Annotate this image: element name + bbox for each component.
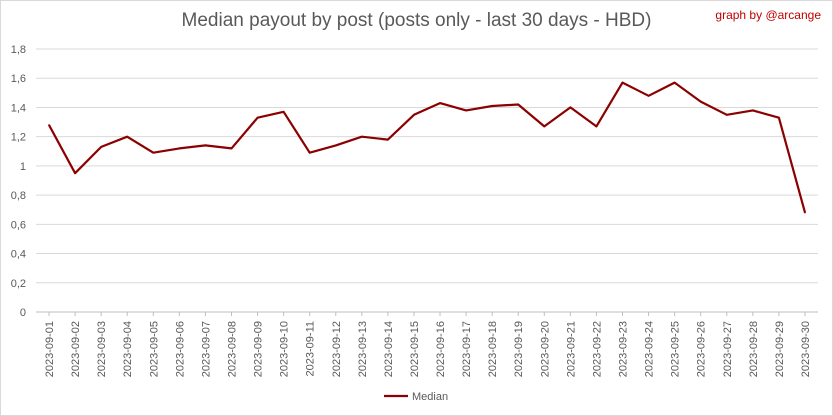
x-tick-label: 2023-09-12	[331, 321, 343, 377]
x-tick-label: 2023-09-06	[174, 321, 186, 377]
x-tick-label: 2023-09-27	[722, 321, 734, 377]
x-tick-label: 2023-09-28	[748, 321, 760, 377]
x-tick-label: 2023-09-24	[644, 321, 656, 377]
y-tick-label: 0	[20, 307, 26, 319]
data-point	[308, 151, 311, 154]
x-tick-label: 2023-09-03	[96, 321, 108, 377]
series-line-median	[48, 81, 807, 213]
x-tick-label: 2023-09-23	[618, 321, 630, 377]
data-point	[804, 211, 806, 214]
x-tick-label: 2023-09-01	[44, 321, 56, 377]
y-tick-label: 0,6	[11, 219, 26, 231]
y-tick-label: 1	[20, 161, 26, 173]
data-point	[256, 116, 259, 119]
x-tick-label: 2023-09-08	[227, 321, 239, 377]
data-point	[361, 135, 363, 138]
data-point	[230, 147, 233, 150]
y-tick-label: 1,6	[11, 73, 26, 85]
chart-title: Median payout by post (posts only - last…	[181, 10, 652, 31]
data-point	[673, 81, 676, 84]
data-point	[282, 111, 285, 113]
series-layer	[48, 81, 807, 214]
data-point	[569, 106, 572, 109]
data-point	[74, 172, 76, 174]
x-tick-label: 2023-09-15	[409, 321, 421, 377]
x-tick-label: 2023-09-13	[357, 321, 369, 377]
data-point	[100, 146, 102, 148]
x-tick-label: 2023-09-04	[122, 321, 134, 377]
x-tick-label: 2023-09-11	[305, 321, 317, 376]
data-point	[491, 105, 493, 107]
x-tick-label: 2023-09-30	[800, 321, 812, 377]
x-tick-label: 2023-09-10	[279, 321, 291, 377]
x-tick-label: 2023-09-17	[461, 321, 473, 377]
x-axis-ticks: 2023-09-01 2023-09-02 2023-09-03 2023-09-04…	[44, 312, 812, 377]
x-tick-label: 2023-09-07	[200, 321, 212, 377]
x-tick-label: 2023-09-02	[70, 321, 82, 377]
x-tick-label: 2023-09-20	[539, 321, 551, 377]
x-tick-label: 2023-09-26	[696, 321, 708, 377]
y-tick-label: 0,2	[11, 278, 26, 290]
data-point	[543, 125, 546, 128]
data-point	[595, 125, 598, 128]
data-point	[621, 81, 624, 84]
data-point	[699, 100, 702, 103]
data-point	[387, 138, 389, 141]
data-point	[413, 113, 415, 116]
y-tick-label: 0,4	[11, 249, 26, 261]
x-tick-label: 2023-09-18	[487, 321, 499, 377]
x-tick-label: 2023-09-14	[383, 321, 395, 377]
data-point	[465, 109, 467, 112]
x-tick-label: 2023-09-19	[513, 321, 525, 377]
chart-credit: graph by @arcange	[715, 8, 821, 22]
data-point	[152, 151, 155, 154]
data-point	[752, 109, 754, 112]
data-point	[334, 144, 337, 147]
y-tick-label: 1,2	[11, 132, 26, 144]
y-tick-label: 1,8	[11, 44, 26, 56]
data-point	[178, 147, 181, 150]
y-axis-ticks: 0 0,2 0,4 0,6 0,8 1 1,2 1,4 1,6 1,8	[11, 44, 26, 319]
y-tick-label: 0,8	[11, 190, 26, 202]
data-point	[517, 103, 520, 106]
data-point	[647, 94, 650, 97]
data-point	[204, 144, 207, 147]
y-tick-label: 1,4	[11, 102, 26, 114]
x-tick-label: 2023-09-29	[774, 321, 786, 377]
data-point	[439, 102, 441, 104]
x-tick-label: 2023-09-25	[670, 321, 682, 377]
legend-label: Median	[412, 391, 448, 403]
x-tick-label: 2023-09-16	[435, 321, 447, 377]
x-tick-label: 2023-09-09	[253, 321, 265, 377]
data-point	[778, 116, 780, 119]
x-tick-label: 2023-09-22	[591, 321, 603, 377]
data-point	[126, 135, 129, 138]
x-tick-label: 2023-09-21	[565, 321, 577, 377]
x-tick-label: 2023-09-05	[148, 321, 160, 377]
gridlines	[36, 48, 818, 313]
data-point	[725, 113, 728, 116]
data-point	[48, 124, 50, 126]
legend: Median	[384, 391, 448, 403]
